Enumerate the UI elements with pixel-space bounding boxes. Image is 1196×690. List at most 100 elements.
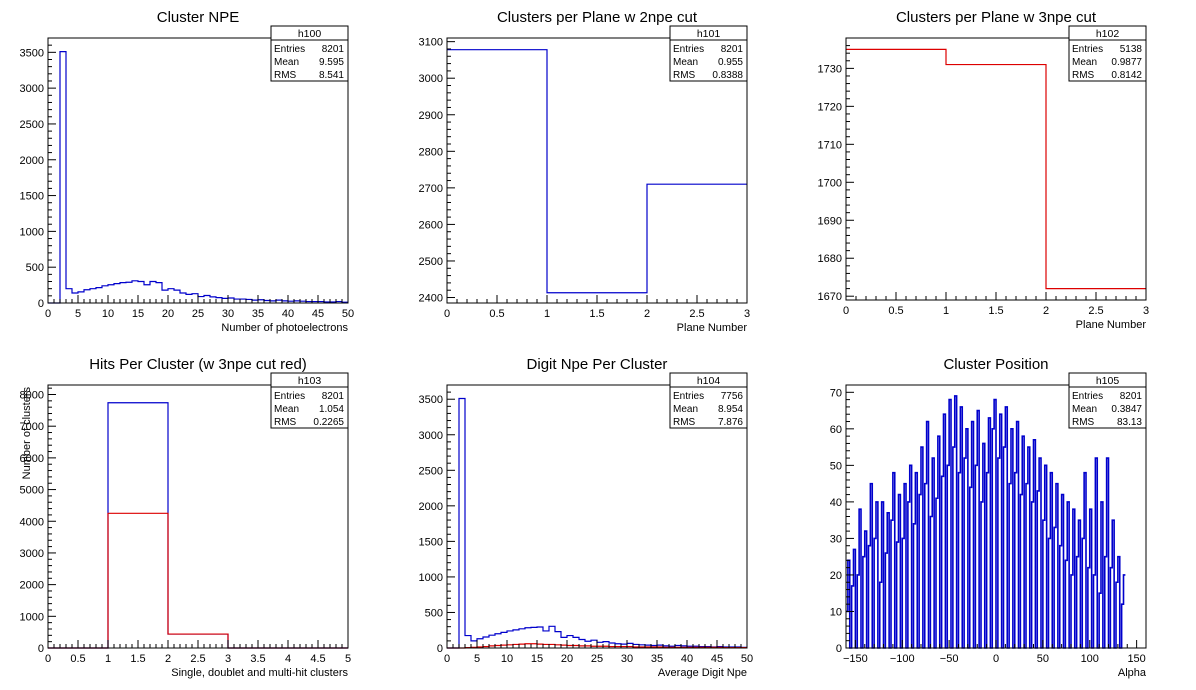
y-tick-label: 3100 (419, 37, 443, 49)
x-tick-label: 5 (474, 653, 480, 665)
y-tick-label: 6000 (20, 453, 44, 465)
stats-key: RMS (1072, 70, 1095, 81)
chart-title: Digit Npe Per Cluster (527, 356, 668, 373)
y-tick-label: 2000 (419, 501, 443, 513)
y-tick-label: 1670 (818, 291, 842, 303)
series-blue-line (447, 49, 747, 294)
y-tick-label: 4000 (20, 516, 44, 528)
series-blue-line (48, 51, 348, 304)
y-tick-label: 3000 (419, 73, 443, 85)
stats-key: Entries (274, 44, 305, 55)
stats-box: h105 Entries 8201 Mean 0.3847 RMS 83.13 (1068, 372, 1147, 429)
x-tick-label: 35 (252, 308, 264, 320)
histogram-panel-3: Clusters per Plane w 3npe cut 0 0.5 1 1.5 2 2.… (818, 9, 1150, 331)
stats-key: Entries (673, 44, 704, 55)
stats-value: 0.9877 (1111, 57, 1142, 68)
stats-key: Mean (274, 57, 299, 68)
x-tick-label: −50 (940, 653, 959, 665)
histogram-panel-2: Clusters per Plane w 2npe cut 0 0.5 1 1.5 2 2.… (419, 9, 751, 334)
x-tick-label: 20 (162, 308, 174, 320)
stats-histogram-name: h101 (697, 28, 721, 40)
stats-value: 0.955 (718, 57, 743, 68)
x-tick-label: 0 (843, 305, 849, 317)
y-axis-label: Number of clusters (21, 387, 33, 480)
y-tick-label: 8000 (20, 390, 44, 402)
y-tick-label: 50 (830, 460, 842, 472)
x-tick-label: 0 (444, 653, 450, 665)
y-tick-label: 10 (830, 606, 842, 618)
stats-box-frame (669, 372, 748, 429)
x-tick-label: 30 (621, 653, 633, 665)
x-tick-label: −150 (843, 653, 868, 665)
x-axis-label: Alpha (1118, 667, 1147, 679)
x-tick-label: 3 (1143, 305, 1149, 317)
stats-value: 7756 (721, 391, 744, 402)
stats-key: Mean (1072, 57, 1097, 68)
y-tick-label: 3500 (20, 47, 44, 59)
x-tick-label: 1 (943, 305, 949, 317)
stats-value: 8201 (322, 44, 345, 55)
y-tick-label: 2500 (419, 256, 443, 268)
x-tick-label: 2.5 (190, 653, 205, 665)
y-tick-label: 30 (830, 533, 842, 545)
x-tick-label: 0.5 (70, 653, 85, 665)
x-tick-label: 2.5 (1088, 305, 1103, 317)
x-tick-label: 3.5 (250, 653, 265, 665)
stats-box-frame (270, 372, 349, 429)
stats-key: Entries (1072, 44, 1103, 55)
y-tick-label: 1720 (818, 101, 842, 113)
stats-value: 1.054 (319, 404, 344, 415)
stats-box: h102 Entries 5138 Mean 0.9877 RMS 0.8142 (1068, 25, 1147, 82)
x-tick-label: 150 (1127, 653, 1145, 665)
stats-value: 8.954 (718, 404, 743, 415)
y-tick-label: 2500 (20, 119, 44, 131)
stats-key: Entries (1072, 391, 1103, 402)
y-tick-label: 3000 (419, 430, 443, 442)
x-axis-label: Single, doublet and multi-hit clusters (171, 667, 348, 679)
x-tick-label: 0 (45, 308, 51, 320)
x-tick-label: 50 (1037, 653, 1049, 665)
chart-title: Hits Per Cluster (w 3npe cut red) (89, 356, 307, 373)
chart-title: Clusters per Plane w 2npe cut (497, 9, 698, 26)
x-tick-label: 0 (444, 308, 450, 320)
stats-key: Entries (673, 391, 704, 402)
x-tick-label: 15 (531, 653, 543, 665)
y-tick-label: 500 (425, 607, 443, 619)
x-tick-label: 2 (1043, 305, 1049, 317)
series-red-line (846, 48, 1146, 290)
x-tick-label: 1.5 (130, 653, 145, 665)
stats-key: RMS (673, 417, 696, 428)
y-tick-label: 1000 (20, 226, 44, 238)
x-tick-label: 40 (282, 308, 294, 320)
stats-box: h103 Entries 8201 Mean 1.054 RMS 0.2265 (270, 372, 349, 429)
y-tick-label: 0 (38, 298, 44, 310)
x-tick-label: 50 (342, 308, 354, 320)
x-tick-label: 40 (681, 653, 693, 665)
stats-key: Entries (274, 391, 305, 402)
stats-value: 0.3847 (1111, 404, 1142, 415)
x-tick-label: 5 (345, 653, 351, 665)
stats-box-frame (669, 25, 748, 82)
y-tick-label: 3500 (419, 394, 443, 406)
stats-box: h104 Entries 7756 Mean 8.954 RMS 7.876 (669, 372, 748, 429)
y-tick-label: 1500 (419, 536, 443, 548)
x-tick-label: 45 (312, 308, 324, 320)
series-blue-line (447, 397, 747, 649)
y-tick-label: 1680 (818, 253, 842, 265)
x-tick-label: 2.5 (689, 308, 704, 320)
stats-histogram-name: h103 (298, 375, 322, 387)
y-tick-label: 2400 (419, 293, 443, 305)
stats-box: h100 Entries 8201 Mean 9.595 RMS 8.541 (270, 25, 349, 82)
x-tick-label: 4 (285, 653, 291, 665)
stats-value: 0.2265 (313, 417, 344, 428)
x-tick-label: 1.5 (988, 305, 1003, 317)
stats-histogram-name: h105 (1096, 375, 1120, 387)
stats-histogram-name: h102 (1096, 28, 1120, 40)
y-tick-label: 1500 (20, 191, 44, 203)
x-axis-label: Average Digit Npe (658, 667, 747, 679)
y-tick-label: 1000 (20, 611, 44, 623)
stats-value: 83.13 (1117, 417, 1142, 428)
stats-key: RMS (274, 417, 297, 428)
